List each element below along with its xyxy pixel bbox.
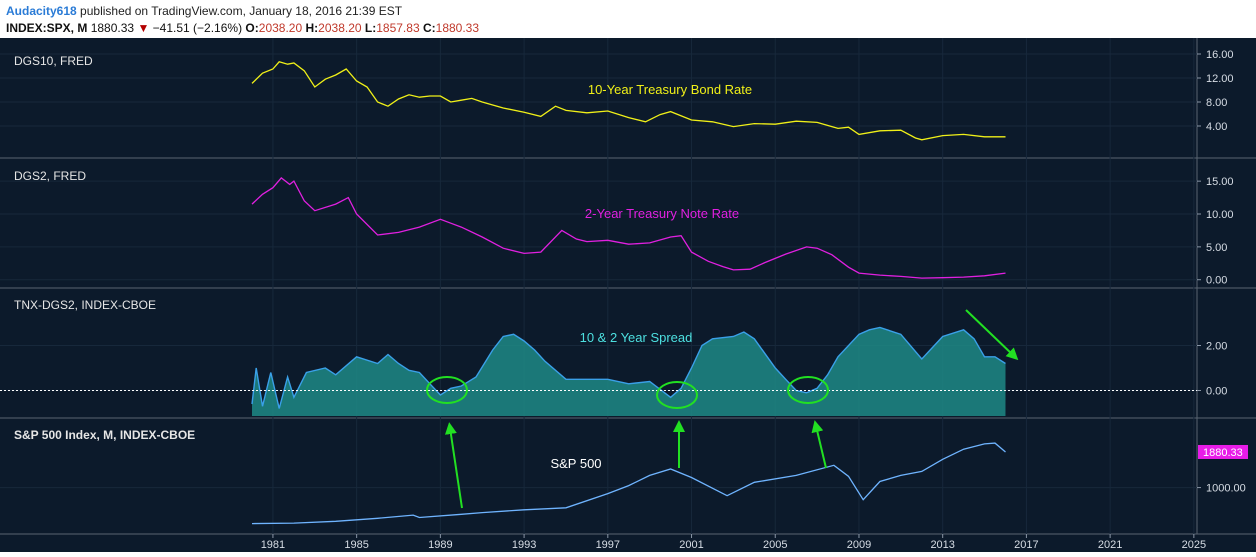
y-tick-label: 4.00 (1206, 121, 1227, 133)
pane-label-dgs2: DGS2, FRED (14, 169, 87, 183)
inversion-circle (656, 381, 698, 409)
pane-label-spx: S&P 500 Index, M, INDEX-CBOE (14, 428, 196, 442)
chart-header: Audacity618 published on TradingView.com… (0, 0, 1256, 38)
green-arrow (965, 309, 1019, 361)
author-link[interactable]: Audacity618 (6, 4, 77, 18)
last-price-tag-label: 1880.33 (1203, 447, 1243, 459)
ohlc-readout: INDEX:SPX, M 1880.33 ▼ −41.51 (−2.16%) O… (6, 21, 479, 35)
y-tick-label: 2.00 (1206, 341, 1227, 353)
series-line-0 (251, 61, 1006, 141)
symbol-label: INDEX:SPX, M (6, 21, 88, 35)
x-tick-label: 1981 (261, 539, 285, 551)
y-tick-label: 0.00 (1206, 275, 1227, 287)
last-price-tag (1198, 444, 1248, 459)
x-tick-label: 1985 (344, 539, 368, 551)
spread-line (251, 326, 1006, 409)
chart-area[interactable]: 16.00 12.00 8.00 4.00 10-Year Treasury Bond … (0, 38, 1256, 552)
down-triangle-icon: ▼ (137, 21, 150, 35)
pane-label-spread: TNX-DGS2, INDEX-CBOE (14, 298, 157, 312)
y-tick-label: 1000.00 (1206, 483, 1246, 495)
x-tick-label: 2005 (763, 539, 787, 551)
x-tick-label: 1997 (596, 539, 620, 551)
y-tick-label: 15.00 (1206, 176, 1234, 188)
publish-info: Audacity618 published on TradingView.com… (6, 4, 402, 18)
series-annotation: S&P 500 (550, 456, 601, 471)
x-tick-label: 1989 (428, 539, 452, 551)
high-label: H: (305, 21, 319, 35)
high-value: 2038.20 (318, 21, 362, 35)
y-tick-label: 16.00 (1206, 49, 1234, 61)
x-tick-label: 2001 (679, 539, 703, 551)
chart-svg[interactable]: 16.00 12.00 8.00 4.00 10-Year Treasury Bond … (0, 38, 1256, 552)
published-text: published on TradingView.com, January 18… (80, 4, 403, 18)
series-line-1 (251, 177, 1006, 279)
x-tick-label: 2013 (930, 539, 954, 551)
open-value: 2038.20 (258, 21, 303, 35)
y-tick-label: 12.00 (1206, 73, 1234, 85)
y-tick-label: 5.00 (1206, 242, 1227, 254)
low-value: 1857.83 (376, 21, 420, 35)
pane-2-plot: 2.00 0.00 10 & 2 Year Spread (0, 326, 1227, 416)
inversion-circle (787, 376, 829, 404)
close-label: C: (422, 21, 436, 35)
close-value: 1880.33 (435, 21, 480, 35)
x-tick-label: 2017 (1014, 539, 1038, 551)
green-arrow (811, 420, 827, 469)
spread-area-fill (252, 327, 1006, 416)
pane-0-plot: 16.00 12.00 8.00 4.00 10-Year Treasury Bond … (0, 49, 1234, 141)
y-tick-label: 8.00 (1206, 97, 1227, 109)
pane-label-dgs10: DGS10, FRED (14, 54, 93, 68)
y-tick-label: 0.00 (1206, 386, 1227, 398)
y-tick-label: 10.00 (1206, 209, 1234, 221)
pane-1-plot: 15.00 10.00 5.00 0.00 2-Year Treasury Note R… (0, 176, 1234, 287)
x-tick-label: 2009 (847, 539, 871, 551)
x-tick-label: 2021 (1098, 539, 1122, 551)
green-arrow (444, 422, 463, 509)
series-line-3 (251, 442, 1006, 525)
open-label: O: (245, 21, 259, 35)
x-tick-label: 2025 (1182, 539, 1206, 551)
series-annotation: 10-Year Treasury Bond Rate (588, 82, 752, 97)
series-annotation: 2-Year Treasury Note Rate (585, 206, 739, 221)
inversion-circle (426, 376, 468, 404)
pane-3-plot: 1000.00 S&P 500 (0, 442, 1246, 525)
price-change: −41.51 (−2.16%) (152, 21, 243, 35)
last-price: 1880.33 (90, 21, 135, 35)
x-tick-label: 1993 (512, 539, 536, 551)
low-label: L: (364, 21, 377, 35)
series-annotation: 10 & 2 Year Spread (580, 330, 693, 345)
